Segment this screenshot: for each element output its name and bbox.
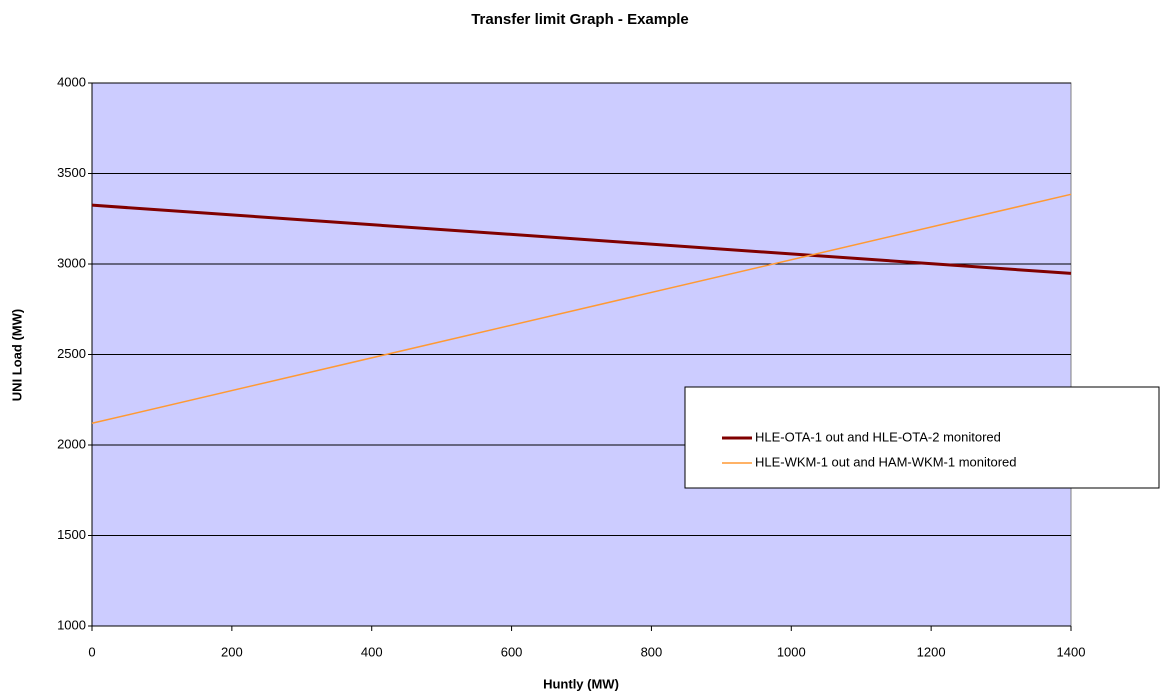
y-tick-label: 2000 (57, 436, 86, 451)
y-tick-label: 4000 (57, 74, 86, 89)
legend-box (684, 386, 1160, 489)
series-line (91, 203, 1072, 275)
x-tick-label: 600 (501, 644, 523, 659)
x-axis-title: Huntly (MW) (543, 676, 619, 691)
x-tick-label: 800 (641, 644, 663, 659)
x-tick-label: 1000 (777, 644, 806, 659)
y-tick-label: 2500 (57, 346, 86, 361)
x-tick-label: 1200 (917, 644, 946, 659)
legend-label: HLE-WKM-1 out and HAM-WKM-1 monitored (755, 454, 1017, 469)
y-tick-label: 1000 (57, 617, 86, 632)
x-tick-label: 1400 (1057, 644, 1086, 659)
legend-label: HLE-OTA-1 out and HLE-OTA-2 monitored (755, 429, 1001, 444)
x-tick-label: 400 (361, 644, 383, 659)
y-tick-label: 1500 (57, 527, 86, 542)
y-axis-title: UNI Load (MW) (9, 309, 24, 401)
y-tick-label: 3500 (57, 165, 86, 180)
x-tick-label: 200 (221, 644, 243, 659)
chart-title: Transfer limit Graph - Example (471, 11, 689, 28)
x-tick-label: 0 (88, 644, 95, 659)
y-tick-label: 3000 (57, 255, 86, 270)
series-line (91, 193, 1072, 425)
